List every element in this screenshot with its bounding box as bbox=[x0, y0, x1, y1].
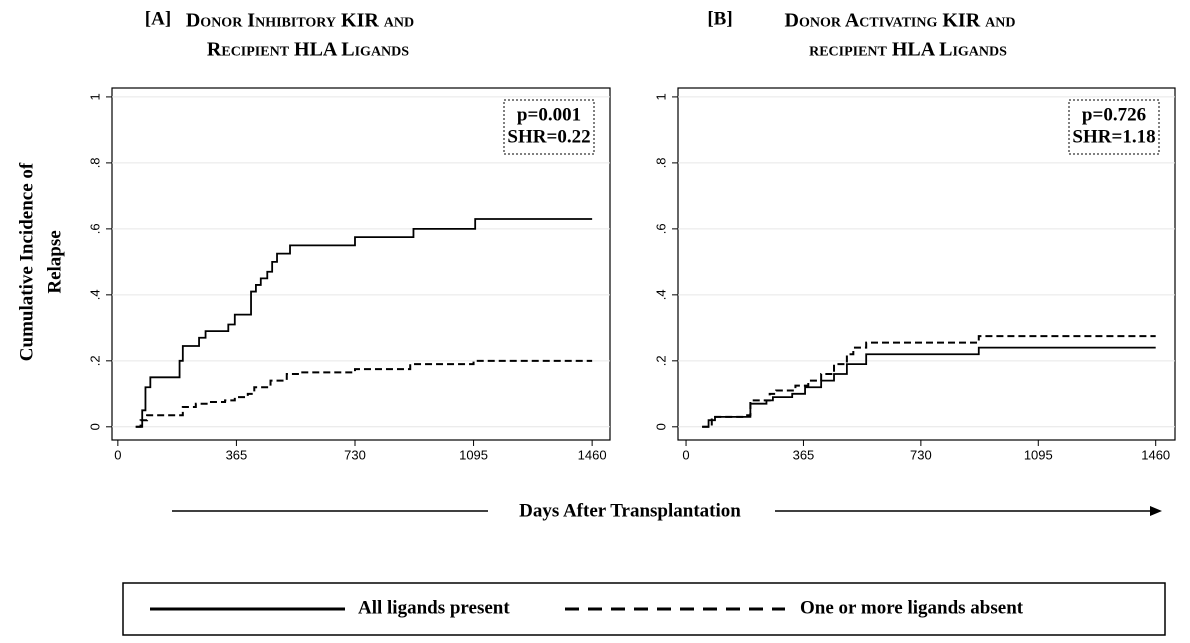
x-tick-label: 730 bbox=[344, 447, 366, 462]
chart-title: Recipient HLA Ligands bbox=[207, 39, 409, 61]
y-tick-label: 1 bbox=[87, 93, 102, 100]
arrow-head bbox=[1150, 506, 1162, 516]
y-tick-label: .2 bbox=[87, 355, 102, 366]
annotation: p=0.001 bbox=[517, 104, 581, 125]
y-tick-label: 0 bbox=[87, 423, 102, 430]
x-tick-label: 1460 bbox=[1141, 447, 1170, 462]
chart-title: Donor Activating KIR and bbox=[785, 10, 1016, 32]
x-tick-label: 730 bbox=[910, 447, 932, 462]
annotation: SHR=0.22 bbox=[507, 126, 590, 147]
annotation-box bbox=[503, 99, 595, 155]
step-line bbox=[135, 218, 593, 428]
x-axis-label: Days After Transplantation bbox=[519, 500, 741, 521]
x-tick-label: 0 bbox=[682, 447, 689, 462]
panel-label: [A] bbox=[145, 8, 171, 29]
panel-label: [B] bbox=[707, 8, 732, 29]
chart-title: recipient HLA Ligands bbox=[809, 39, 1007, 61]
x-tick-label: 1095 bbox=[459, 447, 488, 462]
y-tick-label: 1 bbox=[653, 93, 668, 100]
annotation: p=0.726 bbox=[1082, 104, 1146, 125]
annotation-box bbox=[1068, 99, 1160, 155]
y-label-line: Relapse bbox=[44, 230, 65, 293]
y-tick-label: .8 bbox=[87, 157, 102, 168]
annotation: SHR=1.18 bbox=[1072, 126, 1155, 147]
y-tick-label: .4 bbox=[653, 289, 668, 300]
y-tick-label: .6 bbox=[653, 223, 668, 234]
y-tick-label: 0 bbox=[653, 423, 668, 430]
y-tick-label: .8 bbox=[653, 157, 668, 168]
chart-title: Donor Inhibitory KIR and bbox=[186, 10, 414, 32]
legend-label: One or more ligands absent bbox=[800, 597, 1024, 618]
x-tick-label: 1460 bbox=[578, 447, 607, 462]
y-tick-label: .4 bbox=[87, 289, 102, 300]
x-tick-label: 0 bbox=[114, 447, 121, 462]
legend-box bbox=[122, 582, 1166, 636]
legend-label: All ligands present bbox=[358, 597, 510, 618]
y-tick-label: .2 bbox=[653, 355, 668, 366]
y-axis-label: Cumulative Incidence of Relapse bbox=[16, 162, 65, 361]
x-tick-label: 365 bbox=[226, 447, 248, 462]
step-line bbox=[135, 359, 593, 428]
x-tick-label: 365 bbox=[793, 447, 815, 462]
step-line bbox=[702, 335, 1156, 428]
y-label-line: Cumulative Incidence of bbox=[16, 162, 37, 361]
y-tick-label: .6 bbox=[87, 223, 102, 234]
x-tick-label: 1095 bbox=[1024, 447, 1053, 462]
